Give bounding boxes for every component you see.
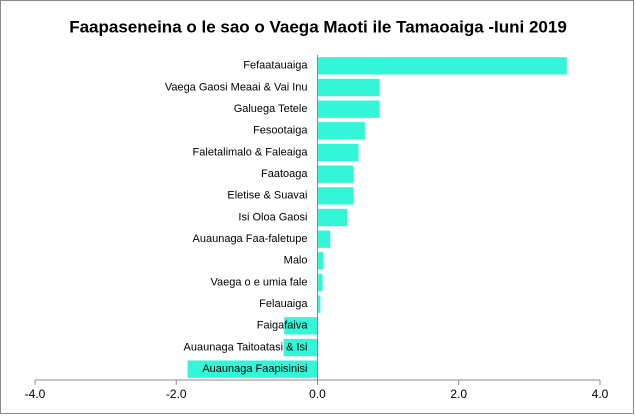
bar: [284, 317, 318, 335]
bar: [317, 208, 348, 227]
y-tick-label: Faigafaiva: [257, 320, 309, 332]
x-tick-label: -4.0: [25, 387, 46, 401]
bar: [317, 230, 331, 248]
x-tick-label: 2.0: [450, 387, 467, 401]
x-tick-label: 4.0: [592, 387, 609, 401]
x-tick-label: -2.0: [166, 387, 187, 401]
y-tick-label: Felauaiga: [259, 298, 308, 310]
y-tick-label: Faletalimalo & Faleaiga: [193, 146, 309, 158]
bar: [317, 165, 354, 183]
bar: [283, 338, 318, 357]
y-tick-label: Vaega o e umia fale: [210, 276, 307, 288]
bar: [187, 360, 318, 378]
bar: [317, 252, 324, 270]
y-tick-label: Vaega Gaosi Meaai & Vai Inu: [165, 81, 308, 93]
x-tick-label: 0.0: [309, 387, 326, 401]
bar: [317, 100, 380, 118]
bar: [317, 143, 359, 162]
bar: [317, 295, 321, 313]
bar: [317, 273, 323, 292]
y-tick-label: Galuega Tetele: [234, 103, 308, 115]
y-tick-label: Faatoaga: [261, 168, 308, 180]
bar: [317, 78, 380, 97]
y-tick-label: Auaunaga Faapisinisi: [202, 363, 307, 375]
y-tick-label: Malo: [284, 255, 308, 267]
y-tick-label: Isi Oloa Gaosi: [238, 211, 307, 223]
bar: [317, 187, 354, 205]
y-tick-label: Eletise & Suavai: [227, 190, 307, 202]
y-tick-label: Auaunaga Taitoatasi & Isi: [184, 341, 308, 353]
chart-title: Faapaseneina o le sao o Vaega Maoti ile …: [69, 17, 567, 36]
y-tick-label: Fefaatauaiga: [243, 60, 308, 72]
bar: [317, 122, 365, 140]
y-tick-label: Fesootaiga: [253, 125, 308, 137]
bar: [317, 57, 567, 75]
y-tick-label: Auaunaga Faa-faletupe: [193, 233, 308, 245]
